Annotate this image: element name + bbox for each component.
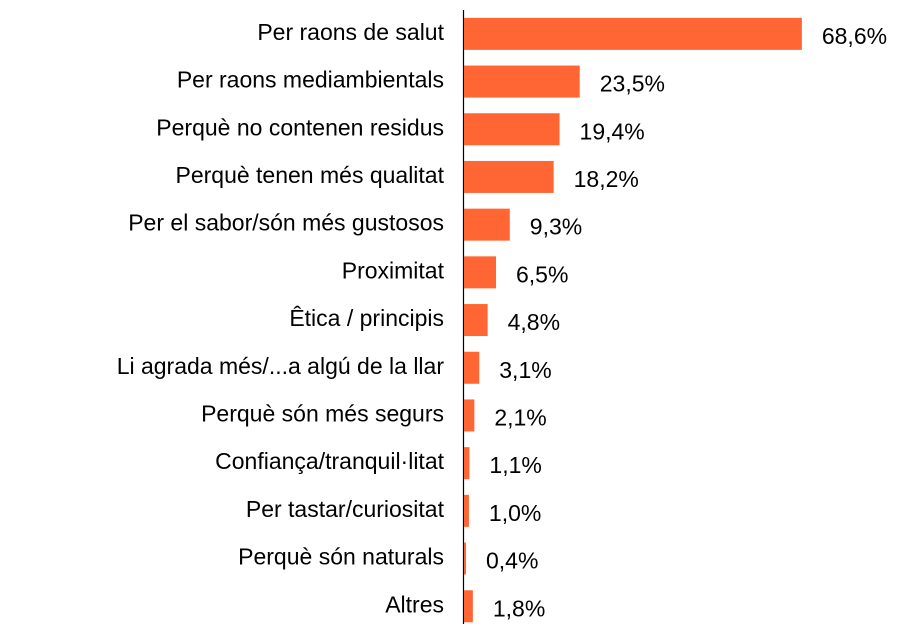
bar <box>464 447 470 480</box>
value-label: 2,1% <box>494 405 546 431</box>
bar <box>464 65 580 98</box>
bar <box>464 208 510 241</box>
category-label: Per tastar/curiositat <box>246 496 445 522</box>
category-label: Per raons mediambientals <box>177 67 444 93</box>
value-label: 68,6% <box>822 23 887 49</box>
category-label: Perquè són naturals <box>238 544 444 570</box>
bar <box>464 256 497 289</box>
value-label: 6,5% <box>516 261 568 287</box>
bar <box>464 17 802 50</box>
bar <box>464 113 560 146</box>
bar <box>464 351 480 384</box>
bar <box>464 494 469 527</box>
value-label: 23,5% <box>600 71 665 97</box>
category-label: Per raons de salut <box>257 19 444 45</box>
category-label: Êtica / principis <box>289 305 444 331</box>
category-label: Perquè són més segurs <box>201 401 444 427</box>
bar <box>464 304 488 337</box>
value-label: 1,8% <box>493 595 545 621</box>
value-label: 1,0% <box>489 500 541 526</box>
value-label: 19,4% <box>580 118 645 144</box>
bar <box>464 542 466 575</box>
value-label: 4,8% <box>508 309 560 335</box>
value-label: 9,3% <box>530 214 582 240</box>
bar <box>464 160 554 193</box>
category-label: Per el sabor/són més gustosos <box>128 210 444 236</box>
category-label: Altres <box>385 591 444 617</box>
category-label: Perquè no contenen residus <box>156 114 444 140</box>
value-label: 3,1% <box>499 357 551 383</box>
category-label: Li agrada més/...a algú de la llar <box>117 353 445 379</box>
category-label: Proximitat <box>342 257 445 283</box>
value-label: 0,4% <box>486 548 538 574</box>
category-label: Perquè tenen més qualitat <box>175 162 444 188</box>
bar <box>464 590 473 623</box>
category-label: Confiança/tranquil·litat <box>215 448 444 474</box>
bar <box>464 399 475 432</box>
value-label: 18,2% <box>574 166 639 192</box>
value-label: 1,1% <box>489 452 541 478</box>
